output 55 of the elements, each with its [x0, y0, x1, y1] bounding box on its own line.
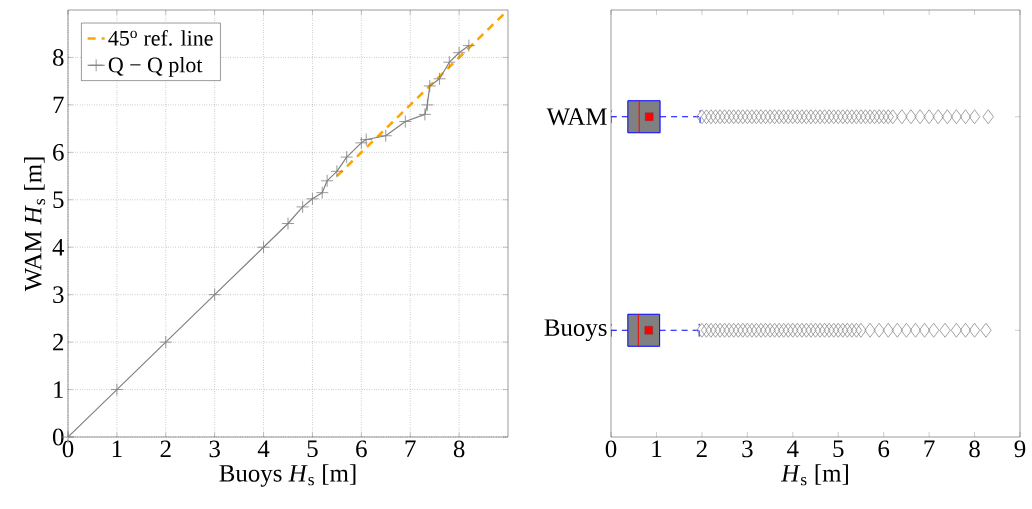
x-tick-label: 5: [833, 440, 844, 458]
x-tick-label: 1: [112, 440, 122, 457]
legend-label: 45$^{o}$ ref. line: [108, 30, 213, 46]
point: [296, 200, 310, 214]
point: [420, 98, 434, 112]
point: [442, 55, 456, 69]
point: [320, 174, 334, 188]
point: [340, 150, 354, 164]
point: [257, 240, 270, 254]
y-tick-label: 0: [52, 428, 64, 446]
x-tick-label: 6: [878, 440, 890, 458]
x-axis-title: Buoys H$_{s}$ [m]: [219, 464, 356, 487]
x-tick-label: 1: [652, 440, 662, 457]
x-tick-label: 8: [453, 440, 465, 458]
point: [452, 46, 466, 60]
point: [433, 72, 446, 86]
legend-label: Q − Q plot: [108, 56, 203, 77]
point: [379, 129, 393, 143]
point: [315, 186, 329, 200]
point: [306, 192, 319, 206]
x-axis-title: H$_{s}$ [m]: [780, 464, 848, 486]
x-tick-label: 2: [696, 440, 707, 458]
point: [418, 107, 432, 121]
y-axis-title: WAM H$_{s}$ [m]: [24, 157, 46, 292]
y-tick-label: 3: [53, 286, 64, 304]
x-tick-label: 2: [160, 440, 171, 458]
x-tick-label: 8: [969, 440, 980, 458]
y-tick-label: 7: [53, 96, 64, 114]
x-tick-label: 4: [787, 440, 799, 457]
x-tick-label: 5: [307, 440, 318, 458]
y-tick-label: 4: [52, 239, 65, 256]
x-tick-label: 6: [356, 440, 367, 458]
x-tick-label: 7: [924, 440, 935, 457]
x-tick-label: 7: [405, 440, 416, 457]
point: [330, 164, 344, 178]
y-tick-label: 6: [53, 143, 64, 161]
y-tick-label: 2: [53, 333, 64, 351]
point: [359, 133, 373, 146]
x-tick-label: 3: [742, 440, 753, 458]
point: [354, 136, 368, 150]
x-tick-label: 4: [257, 440, 270, 457]
y-tick-label: Buoys: [544, 319, 607, 342]
x-tick-label: 3: [209, 440, 220, 458]
y-tick-label: WAM: [546, 108, 607, 126]
y-tick-label: 5: [53, 191, 64, 209]
point: [110, 383, 124, 396]
y-tick-label: 8: [52, 49, 64, 66]
point: [462, 39, 476, 52]
point: [398, 115, 412, 128]
point: [208, 288, 222, 302]
point: [159, 335, 173, 349]
y-tick-label: 1: [54, 381, 63, 398]
point: [423, 79, 437, 93]
point: [281, 217, 295, 230]
x-tick-label: 9: [1014, 440, 1026, 458]
